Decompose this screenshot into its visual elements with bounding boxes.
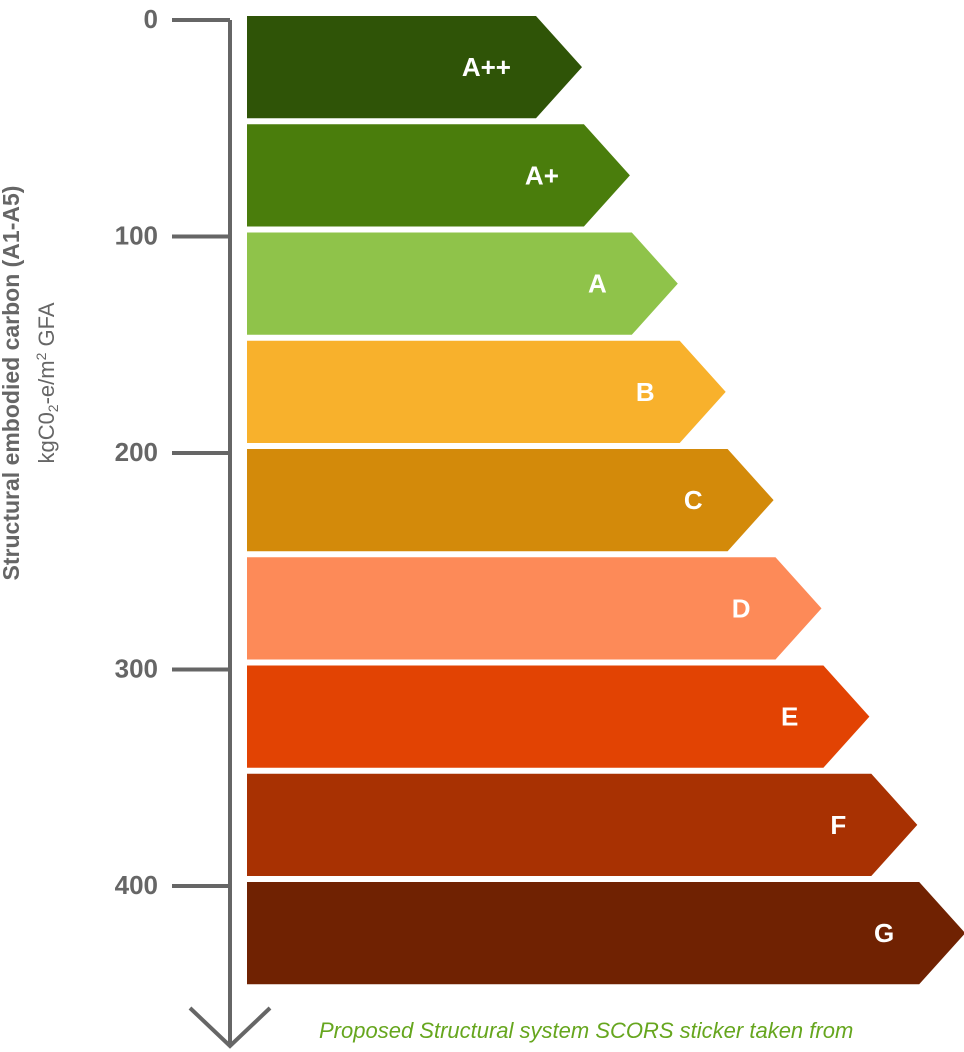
rating-band-label: A xyxy=(588,269,607,299)
y-axis-title: Structural embodied carbon (A1-A5) kgC02… xyxy=(0,0,64,783)
rating-band-label: A+ xyxy=(525,160,559,190)
rating-band-f xyxy=(247,773,918,876)
rating-band-e xyxy=(247,665,870,768)
rating-band-g xyxy=(247,882,964,985)
rating-band-b xyxy=(247,340,726,443)
y-tick-label: 300 xyxy=(115,654,158,684)
y-tick-label: 0 xyxy=(144,4,158,34)
rating-band-aplusplus xyxy=(247,16,582,119)
rating-band-label: C xyxy=(684,485,703,515)
rating-band-aplus xyxy=(247,124,630,227)
axis-arrow-icon xyxy=(188,1006,272,1049)
rating-band-label: A++ xyxy=(462,52,511,82)
source-caption: Proposed Structural system SCORS sticker… xyxy=(319,1018,854,1043)
rating-bands: A++ A+ A B C D E F G xyxy=(247,16,964,985)
rating-band-d xyxy=(247,557,822,660)
rating-band-c xyxy=(247,449,774,552)
rating-band-label: E xyxy=(781,702,798,732)
y-tick-label: 200 xyxy=(115,437,158,467)
rating-band-a xyxy=(247,232,678,335)
y-axis-title-unit: kgC02-e/m2 GFA xyxy=(33,302,61,464)
rating-band-label: B xyxy=(636,377,655,407)
rating-band-label: F xyxy=(830,810,846,840)
rating-band-label: G xyxy=(874,918,894,948)
y-tick-label: 400 xyxy=(115,870,158,900)
y-axis-title-main: Structural embodied carbon (A1-A5) xyxy=(0,185,24,581)
y-axis: 0 100 200 300 400 xyxy=(115,4,272,1049)
y-tick-label: 100 xyxy=(115,221,158,251)
rating-band-label: D xyxy=(732,593,751,623)
